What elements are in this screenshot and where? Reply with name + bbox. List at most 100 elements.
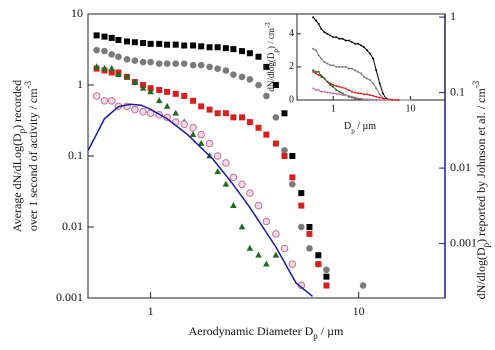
inset-point [332, 64, 335, 67]
x-tick-label: 10 [353, 304, 365, 318]
point [124, 38, 131, 45]
inset-point [375, 98, 378, 101]
inset-point [341, 86, 344, 89]
inset-point [344, 87, 347, 90]
point [289, 174, 296, 181]
point [163, 60, 171, 67]
inset-point [375, 69, 378, 72]
y-tick-label: 0.1 [68, 148, 83, 162]
inset-point [384, 98, 387, 101]
point [288, 260, 297, 268]
inset-point [315, 49, 318, 52]
inset-x-part: / µm [355, 121, 377, 132]
inset-point [341, 94, 344, 97]
inset-point [315, 19, 318, 22]
point [93, 46, 100, 54]
inset-y-tick-label: 0 [289, 94, 294, 105]
inset-point [320, 27, 323, 30]
inset-y-label: dN/dlog(Dp) / cm-3 [264, 22, 280, 92]
point [164, 88, 171, 95]
inset-line [312, 71, 399, 101]
inset-x-part: D [344, 121, 351, 132]
point [272, 251, 280, 258]
inset-point [332, 92, 335, 95]
point [272, 114, 280, 121]
inset-point [411, 98, 414, 101]
point [230, 114, 237, 121]
point [147, 88, 154, 95]
point [323, 273, 330, 280]
point [323, 266, 330, 274]
point [101, 33, 108, 40]
inset-point [326, 80, 329, 83]
x-tick-label: 1 [148, 304, 154, 318]
inset-point [315, 89, 318, 92]
point [229, 173, 238, 182]
inset-x-tick-label: 10 [405, 103, 415, 114]
point [156, 40, 163, 47]
point [255, 53, 262, 60]
inset-point [338, 37, 341, 40]
inset-point [312, 47, 315, 50]
inset-point [357, 42, 360, 45]
y-tick-label: 1 [77, 77, 83, 91]
y-tick-label: 10 [71, 6, 83, 20]
inset-point [362, 93, 365, 96]
point [254, 201, 263, 210]
point [272, 140, 279, 147]
y-axis-label: over 1 second of activity / cm-3 [23, 80, 40, 231]
point [272, 230, 280, 238]
inset-point [360, 92, 363, 95]
inset-point [323, 77, 326, 80]
inset-point [362, 46, 365, 49]
point [263, 63, 270, 70]
point [213, 152, 222, 160]
point [107, 96, 116, 105]
inset-point [369, 79, 372, 82]
inset-point [338, 85, 341, 88]
point [100, 96, 109, 105]
point [281, 147, 288, 154]
point [298, 190, 305, 197]
inset-point [372, 98, 375, 101]
point [214, 110, 221, 117]
point [298, 202, 305, 209]
y-label-sup: -3 [23, 80, 33, 88]
point [222, 180, 230, 187]
y2-label-part: dN/dlog(D [474, 247, 488, 299]
point [280, 244, 289, 253]
point [281, 110, 288, 117]
inset-point [332, 84, 335, 87]
y2-tick-label: 0.1 [450, 84, 465, 98]
point [123, 73, 131, 80]
inset-point [335, 84, 338, 87]
y2-tick-label: 0.001 [450, 235, 477, 249]
point [239, 48, 246, 55]
inset-point [354, 42, 357, 45]
line [87, 103, 313, 297]
point [190, 97, 197, 104]
point [197, 139, 205, 146]
point [214, 44, 221, 51]
inset-point [360, 97, 363, 100]
point [222, 67, 230, 74]
inset-y-part: ) / cm [266, 28, 276, 49]
inset-point [362, 98, 365, 101]
inset-point [378, 93, 381, 96]
point [238, 73, 246, 81]
point [238, 223, 246, 230]
x-label-sub: p [313, 331, 318, 341]
point [198, 43, 205, 50]
inset-point [335, 89, 338, 92]
point [115, 37, 122, 44]
inset-point [341, 92, 344, 95]
y-tick-label: 0.01 [62, 219, 83, 233]
inset-point [369, 98, 372, 101]
point [205, 139, 214, 148]
inset-point [381, 98, 384, 101]
inset-point [394, 98, 397, 101]
inset-point [329, 84, 332, 87]
inset-point [335, 36, 338, 39]
point [131, 39, 138, 46]
